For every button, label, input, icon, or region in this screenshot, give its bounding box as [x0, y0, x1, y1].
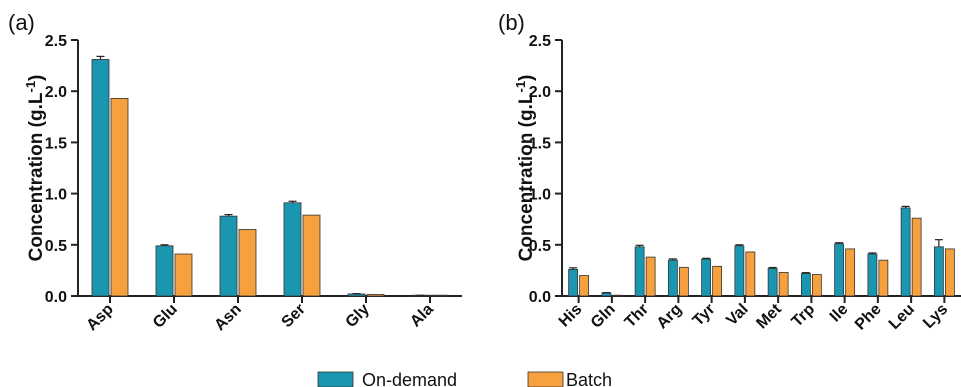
category-label-lys: Lys — [920, 301, 951, 332]
y-axis-label-close: ) — [26, 75, 47, 81]
category-label-arg: Arg — [654, 301, 686, 333]
bar-batch-trp — [811, 274, 822, 297]
y-tick-label: 2.5 — [45, 33, 67, 50]
y-tick-label: 2.0 — [45, 84, 67, 101]
bar-on-demand-asp — [91, 59, 110, 297]
category-label-ile: Ile — [827, 301, 852, 326]
bar-on-demand-ile — [834, 243, 845, 297]
bar-on-demand-gly — [347, 293, 366, 297]
bar-batch-phe — [878, 259, 889, 297]
bar-batch-thr — [645, 256, 656, 297]
category-label-val: Val — [723, 301, 751, 329]
category-label-thr: Thr — [622, 301, 652, 331]
panel-a: (a) Concentration (g.L-1) 0.0 0.5 1.0 1.5 2.0 2… — [8, 10, 462, 334]
bar-on-demand-tyr — [701, 258, 712, 297]
bar-batch-gln — [612, 294, 623, 297]
bar-batch-tyr — [712, 265, 723, 297]
bar-batch-val — [745, 251, 756, 297]
y-tick-label: 1.5 — [529, 135, 551, 152]
bar-batch-asp — [110, 97, 129, 297]
bar-batch-his — [579, 275, 590, 297]
bar-batch-ile — [845, 248, 856, 297]
category-label-leu: Leu — [886, 301, 918, 333]
bar-batch-lys — [944, 248, 955, 297]
y-tick-label: 0.0 — [45, 289, 67, 306]
legend-label-batch: Batch — [566, 370, 612, 387]
bar-batch-met — [778, 272, 789, 297]
legend-swatch-batch — [527, 371, 564, 387]
bar-batch-glu — [174, 253, 193, 297]
y-axis-label: Concentration (g.L-1) — [23, 75, 47, 262]
category-label-asn: Asn — [211, 301, 244, 334]
y-tick-label: 1.0 — [45, 187, 67, 204]
y-tick-label: 0.5 — [45, 238, 67, 255]
y-tick-label: 1.0 — [529, 187, 551, 204]
category-label-asp: Asp — [83, 301, 117, 335]
y-axis-label-superscript: -1 — [513, 81, 528, 93]
bar-on-demand-trp — [800, 273, 811, 297]
bar-batch-gly — [366, 294, 385, 297]
bar-on-demand-arg — [667, 259, 678, 297]
y-tick-label: 0.5 — [529, 238, 551, 255]
y-tick-label: 1.5 — [45, 135, 67, 152]
bar-batch-arg — [678, 266, 689, 297]
legend: On-demand Batch — [317, 370, 612, 387]
panel-label: (b) — [498, 10, 525, 35]
bar-on-demand-met — [767, 267, 778, 297]
category-label-gln: Gln — [588, 301, 619, 332]
bar-batch-ala — [430, 294, 449, 297]
legend-label-on-demand: On-demand — [362, 370, 457, 387]
y-axis-label: Concentration (g.L-1) — [513, 75, 537, 262]
bar-on-demand-asn — [219, 215, 238, 297]
bar-on-demand-ser — [283, 202, 302, 297]
bar-on-demand-val — [734, 245, 745, 297]
bar-on-demand-thr — [634, 246, 645, 297]
y-tick-label: 2.0 — [529, 84, 551, 101]
panel-b: (b) Concentration (g.L-1) 0.0 0.5 1.0 1.5 2.0 2… — [498, 10, 961, 334]
category-label-phe: Phe — [852, 301, 885, 334]
y-tick-label: 0.0 — [529, 289, 551, 306]
bar-batch-leu — [911, 217, 922, 297]
bar-on-demand-gln — [601, 292, 612, 297]
category-label-glu: Glu — [150, 301, 181, 332]
bar-on-demand-his — [568, 268, 579, 297]
category-label-gly: Gly — [343, 301, 373, 331]
category-label-ser: Ser — [279, 301, 309, 331]
y-tick-label: 2.5 — [529, 33, 551, 50]
bar-batch-asn — [238, 229, 257, 297]
bar-on-demand-glu — [155, 245, 174, 297]
bar-batch-ser — [302, 214, 321, 297]
bar-on-demand-leu — [900, 207, 911, 297]
category-label-met: Met — [753, 300, 785, 332]
y-axis-label-main: Concentration (g.L — [26, 92, 47, 261]
y-axis-label-close: ) — [516, 75, 537, 81]
category-label-tyr: Tyr — [690, 301, 719, 330]
legend-swatch-on-demand — [317, 371, 354, 387]
bar-on-demand-phe — [867, 253, 878, 297]
y-axis-label-superscript: -1 — [23, 81, 38, 93]
category-label-trp: Trp — [789, 301, 819, 331]
category-label-ala: Ala — [407, 301, 437, 331]
y-axis-label-main: Concentration (g.L — [516, 92, 537, 261]
bar-on-demand-lys — [933, 246, 944, 297]
panel-label: (a) — [8, 10, 35, 35]
category-label-his: His — [556, 301, 586, 331]
